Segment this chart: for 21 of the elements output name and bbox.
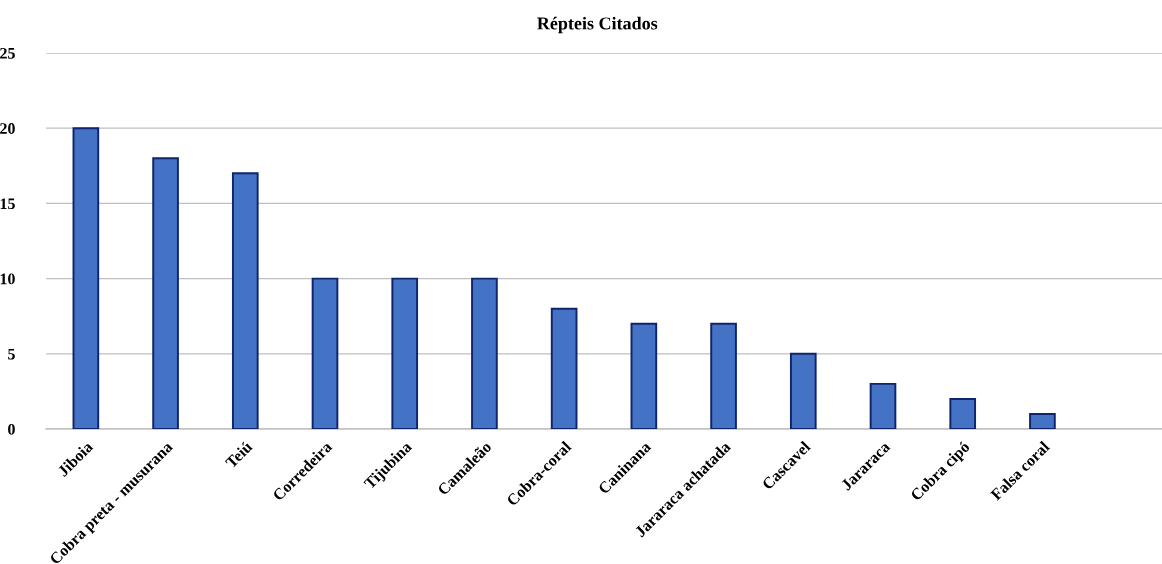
- bar: [869, 382, 897, 429]
- bar: [391, 277, 419, 429]
- bar: [789, 352, 817, 429]
- bar: [311, 277, 339, 429]
- bar: [152, 157, 179, 429]
- y-tick-label: 20: [0, 123, 15, 134]
- bar: [710, 322, 737, 429]
- y-tick-label: 25: [0, 47, 15, 59]
- bar: [72, 127, 100, 429]
- chart-title: Répteis Citados: [537, 16, 658, 34]
- bar: [471, 277, 498, 429]
- x-tick-label: Teiú: [224, 440, 253, 469]
- y-tick-label: 0: [8, 423, 15, 435]
- bar: [550, 307, 578, 429]
- bar: [231, 172, 259, 429]
- y-tick-label: 10: [0, 273, 15, 285]
- y-tick-label: 15: [0, 198, 15, 210]
- bar: [949, 397, 977, 429]
- bar: [630, 322, 658, 429]
- y-tick-label: 5: [8, 348, 15, 360]
- bar: [1029, 412, 1056, 429]
